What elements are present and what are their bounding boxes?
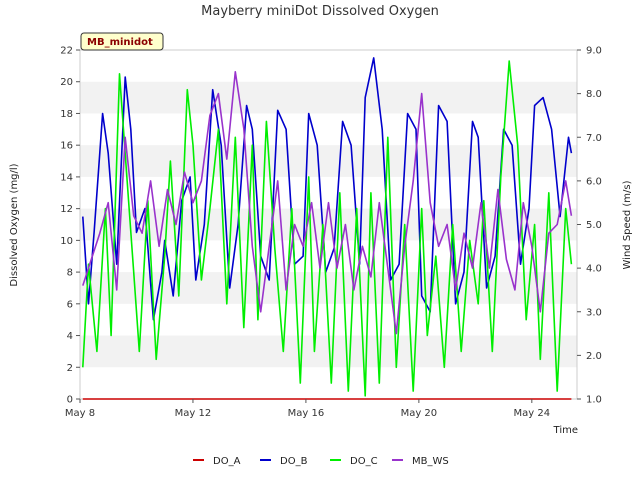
y-tick-label: 12 [60, 204, 73, 215]
station-badge-box [80, 32, 164, 51]
series-layer [82, 57, 573, 400]
legend-label: DO_A [213, 456, 241, 467]
x-axis-title: Time [553, 425, 578, 436]
y2-tick-label: 4.0 [586, 264, 602, 275]
y-tick-label: 8 [67, 268, 73, 279]
y-tick-label: 20 [60, 77, 73, 88]
legend-label: MB_WS [412, 456, 449, 467]
grid-bands [80, 81, 577, 368]
series-line-do-b [82, 57, 573, 321]
station-badge-label: MB_minidot [87, 37, 153, 48]
y2-tick-label: 1.0 [586, 395, 602, 406]
legend-label: DO_C [350, 456, 378, 467]
y2-tick-label: 2.0 [586, 351, 602, 362]
y-tick-label: 16 [60, 141, 73, 152]
axis-layer: 0 2 4 6 8 10 12 14 16 18 20 22 1.0 2.0 3.0 4.0 5.0 6.0 7.0… [60, 46, 602, 420]
y2-tick-label: 7.0 [586, 133, 602, 144]
legend-label: DO_B [280, 456, 308, 467]
grid-band [80, 81, 577, 114]
series-line-mb-ws [82, 71, 573, 335]
y2-axis-title: Wind Speed (m/s) [622, 180, 633, 269]
series-line-do-c [82, 60, 573, 397]
y2-tick-label: 5.0 [586, 220, 602, 231]
y-tick-label: 0 [67, 395, 73, 406]
x-tick-label: May 16 [288, 408, 325, 419]
y-tick-label: 14 [60, 172, 73, 183]
y-tick-label: 22 [60, 46, 73, 57]
x-tick-label: May 24 [514, 408, 551, 419]
legend: DO_A DO_B DO_C MB_WS [193, 456, 449, 467]
y-tick-label: 18 [60, 109, 73, 120]
chart-title: Mayberry miniDot Dissolved Oxygen [201, 4, 439, 19]
station-badge: MB_minidot [80, 32, 164, 51]
y2-tick-label: 3.0 [586, 307, 602, 318]
x-tick-label: May 12 [175, 408, 212, 419]
y-tick-label: 4 [67, 331, 73, 342]
y2-tick-label: 8.0 [586, 89, 602, 100]
x-tick-label: May 8 [65, 408, 95, 419]
grid-band [80, 272, 577, 304]
y-axis-title: Dissolved Oxygen (mg/l) [9, 163, 20, 286]
grid-band [80, 145, 577, 177]
x-tick-label: May 20 [401, 408, 438, 419]
y2-tick-label: 6.0 [586, 176, 602, 187]
y-tick-label: 2 [67, 363, 73, 374]
y-tick-label: 6 [67, 299, 73, 310]
y2-tick-label: 9.0 [586, 46, 602, 57]
y-tick-label: 10 [60, 236, 73, 247]
